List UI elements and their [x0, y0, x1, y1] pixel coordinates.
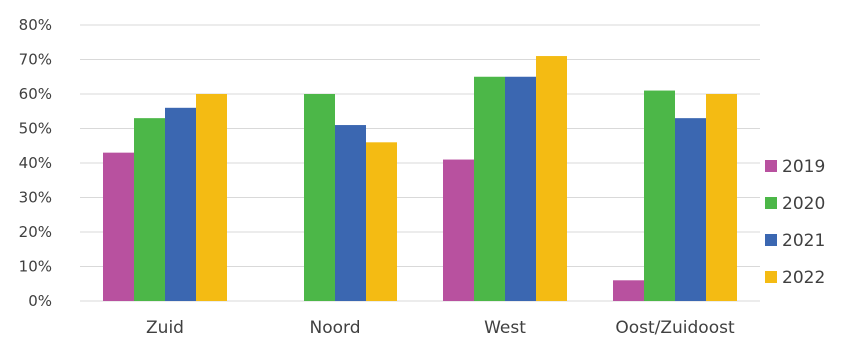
- x-axis-categories: Zuid Noord West Oost/Zuidoost: [146, 318, 735, 338]
- y-tick-label: 0%: [28, 292, 52, 310]
- y-tick-label: 80%: [19, 16, 52, 34]
- y-tick-label: 60%: [19, 85, 52, 103]
- legend-label-2020: 2020: [782, 194, 825, 214]
- bar-2019-zuid: [103, 152, 134, 301]
- y-tick-label: 20%: [19, 223, 52, 241]
- bar-2021-oost-zuidoost: [675, 118, 706, 302]
- bar-2020-noord: [304, 94, 335, 301]
- y-tick-label: 30%: [19, 189, 52, 207]
- y-tick-label: 10%: [19, 258, 52, 276]
- bars: [103, 56, 737, 302]
- x-category-label: Noord: [310, 318, 361, 338]
- bar-2022-west: [536, 56, 567, 301]
- bar-2021-noord: [335, 125, 366, 301]
- bar-2019-west: [443, 159, 474, 301]
- legend-label-2019: 2019: [782, 157, 825, 177]
- y-axis-ticks: 0% 10% 20% 30% 40% 50% 60% 70% 80%: [19, 16, 52, 310]
- y-tick-label: 50%: [19, 120, 52, 138]
- legend: 2019 2020 2021 2022: [765, 157, 825, 288]
- bar-2021-west: [505, 76, 536, 301]
- legend-swatch-2021: [765, 234, 777, 246]
- bar-2021-zuid: [165, 107, 196, 301]
- bar-2019-oost-zuidoost: [613, 280, 644, 301]
- x-category-label: West: [484, 318, 526, 338]
- legend-swatch-2019: [765, 160, 777, 172]
- legend-swatch-2020: [765, 197, 777, 209]
- legend-swatch-2022: [765, 271, 777, 283]
- bar-2022-noord: [366, 142, 397, 301]
- legend-label-2021: 2021: [782, 231, 825, 251]
- bar-2022-zuid: [196, 94, 227, 301]
- bar-2020-zuid: [134, 118, 165, 302]
- bar-2020-oost-zuidoost: [644, 90, 675, 301]
- y-tick-label: 70%: [19, 51, 52, 69]
- y-tick-label: 40%: [19, 154, 52, 172]
- x-category-label: Zuid: [146, 318, 184, 338]
- legend-label-2022: 2022: [782, 268, 825, 288]
- bar-2022-oost-zuidoost: [706, 94, 737, 301]
- x-category-label: Oost/Zuidoost: [615, 318, 735, 338]
- bar-2020-west: [474, 76, 505, 301]
